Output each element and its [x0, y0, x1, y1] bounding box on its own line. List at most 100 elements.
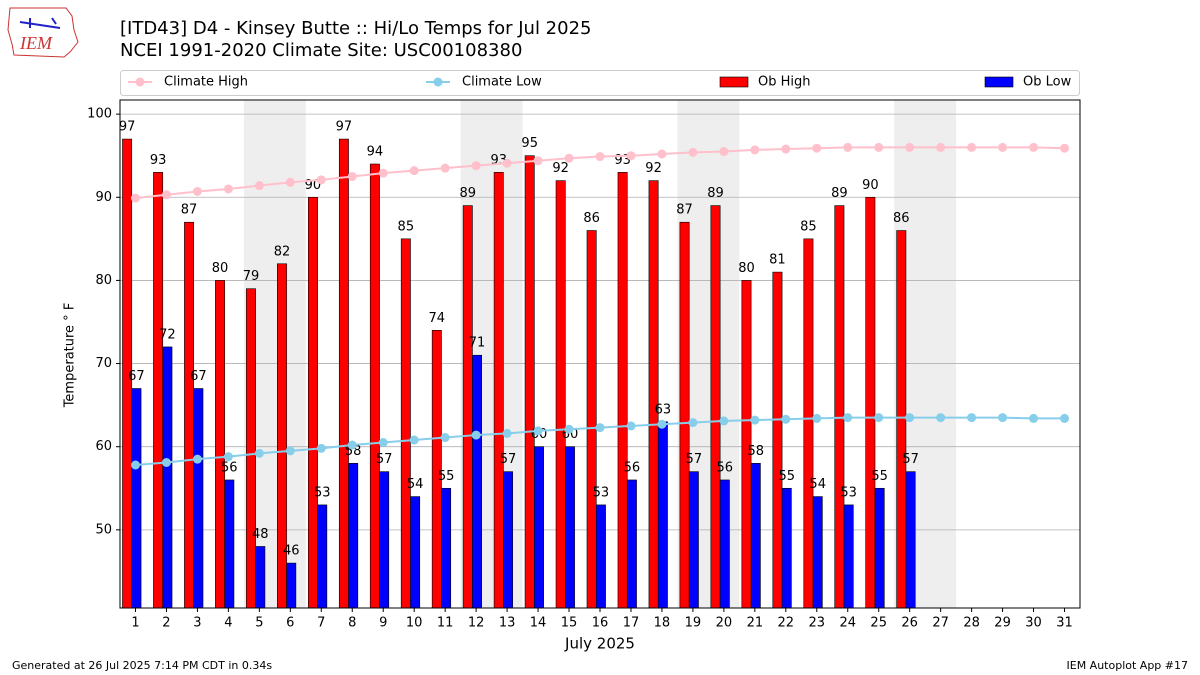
x-tick-label: 4 [224, 616, 232, 631]
bar [834, 205, 845, 609]
line-marker [316, 175, 326, 185]
chart-subtitle: NCEI 1991-2020 Climate Site: USC00108380 [120, 40, 522, 61]
legend-marker [135, 77, 145, 87]
bar [679, 221, 690, 609]
bar [348, 463, 359, 609]
line-marker [440, 433, 450, 443]
logo-mark [19, 17, 61, 29]
line-marker [781, 144, 791, 154]
line-marker [254, 181, 264, 191]
bar-value-label: 67 [128, 369, 145, 384]
bar [595, 504, 606, 609]
bar-value-label: 89 [707, 186, 724, 201]
x-tick-label: 14 [530, 616, 547, 631]
footer-right: IEM Autoplot App #17 [1067, 659, 1189, 672]
line-marker [564, 153, 574, 163]
bar [648, 180, 659, 609]
bar [874, 487, 885, 609]
x-tick-label: 1 [131, 616, 139, 631]
bar-value-label: 57 [902, 452, 919, 467]
line-marker [409, 435, 419, 445]
line-marker [1060, 413, 1070, 423]
line-marker [905, 142, 915, 152]
y-tick-label: 80 [95, 273, 112, 288]
line-marker [347, 171, 357, 181]
line-marker [874, 413, 884, 423]
line-marker [967, 142, 977, 152]
bar [719, 479, 730, 609]
bar [905, 471, 916, 609]
line-marker [347, 440, 357, 450]
bar [410, 496, 421, 609]
line-marker [626, 421, 636, 431]
bar [843, 504, 854, 609]
y-tick-label: 70 [95, 356, 112, 371]
y-tick-label: 100 [87, 107, 112, 122]
x-tick-label: 2 [162, 616, 170, 631]
line-marker [316, 443, 326, 453]
bar [524, 155, 535, 609]
line-marker [595, 423, 605, 433]
line-marker [130, 193, 140, 203]
bar [896, 230, 907, 609]
x-tick-label: 17 [623, 616, 640, 631]
x-tick-label: 7 [317, 616, 325, 631]
bar-value-label: 81 [769, 253, 786, 268]
line-marker [905, 413, 915, 423]
plot-frame [119, 99, 1081, 609]
x-tick-label: 15 [561, 616, 578, 631]
line-marker [378, 168, 388, 178]
x-tick-label: 10 [406, 616, 423, 631]
bar [162, 346, 173, 609]
line-marker [471, 430, 481, 440]
x-tick-label: 28 [963, 616, 980, 631]
bar [534, 446, 544, 609]
bar-value-label: 97 [119, 120, 136, 135]
bar [772, 271, 783, 609]
x-tick-label: 19 [685, 616, 702, 631]
line-marker [1029, 413, 1039, 423]
bar-value-label: 71 [469, 336, 486, 351]
x-tick-label: 13 [499, 616, 516, 631]
x-tick-label: 27 [932, 616, 949, 631]
line-marker [254, 448, 264, 458]
line-marker [750, 415, 760, 425]
line-marker [502, 428, 512, 438]
x-tick-label: 31 [1056, 616, 1073, 631]
line-marker [719, 147, 729, 157]
x-tick-label: 20 [716, 616, 733, 631]
bar-value-label: 92 [645, 161, 662, 176]
bar [369, 163, 380, 609]
legend-swatch [984, 76, 1014, 88]
chart-title: [ITD43] D4 - Kinsey Butte :: Hi/Lo Temps… [120, 18, 591, 39]
bar [617, 172, 628, 609]
line-marker [812, 413, 822, 423]
bar [565, 446, 575, 609]
line-marker [223, 184, 233, 194]
y-tick-label: 50 [95, 522, 112, 537]
bar [586, 230, 597, 609]
logo-outline [7, 7, 79, 58]
bar [286, 562, 297, 609]
legend-marker [433, 77, 443, 87]
line-marker [471, 161, 481, 171]
legend-swatch [719, 76, 749, 88]
bar [224, 479, 235, 609]
bar-value-label: 57 [376, 452, 393, 467]
line-marker [161, 190, 171, 200]
legend-label: Climate High [164, 75, 248, 90]
bar-value-label: 57 [500, 452, 517, 467]
line-marker [440, 163, 450, 173]
line-marker [936, 413, 946, 423]
line-marker [285, 177, 295, 187]
bar-value-label: 58 [747, 444, 764, 459]
bar [215, 280, 225, 609]
bar-value-label: 86 [583, 211, 600, 226]
bar-value-label: 89 [831, 186, 848, 201]
legend-box [120, 70, 1080, 96]
bar-value-label: 54 [809, 477, 826, 492]
line-marker [781, 414, 791, 424]
y-tick-label: 90 [95, 190, 112, 205]
bar-value-label: 89 [459, 186, 476, 201]
bar [246, 288, 256, 609]
